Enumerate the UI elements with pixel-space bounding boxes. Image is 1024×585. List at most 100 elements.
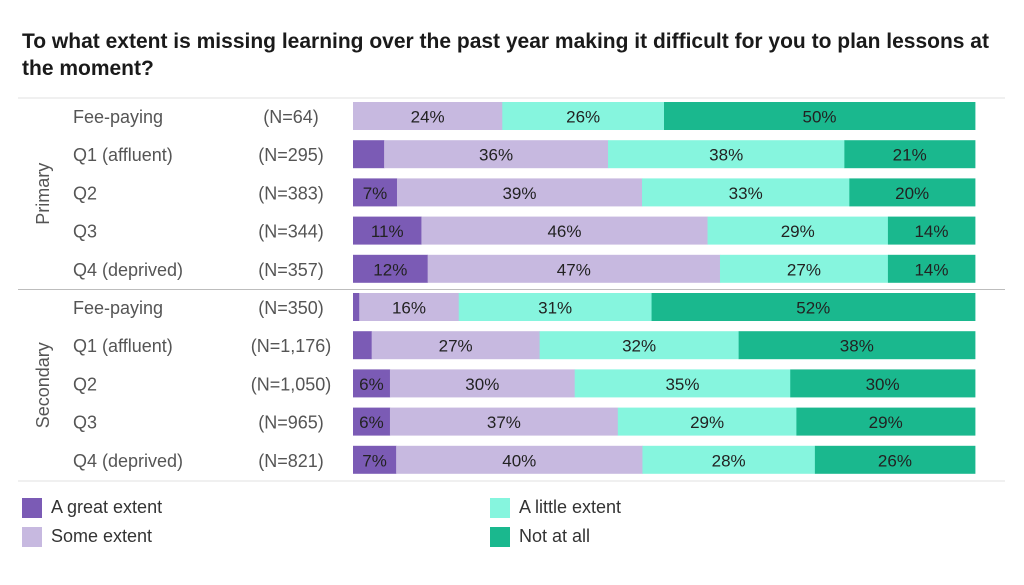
data-label-primary-q4-deprived-a-great-extent: 12% [373, 260, 407, 279]
bar-primary-fee-paying-some-extent [353, 102, 503, 130]
category-label-primary-q2: Q2 [73, 183, 97, 203]
n-label-primary-q2: (N=383) [258, 183, 324, 203]
bar-secondary-q4-deprived-not-at-all [814, 445, 976, 474]
data-label-primary-q2-not-at-all: 20% [895, 184, 929, 203]
bar-primary-q2-a-little-extent [642, 178, 850, 207]
bar-secondary-q4-deprived-some-extent [396, 445, 643, 474]
category-label-secondary-q2: Q2 [73, 374, 97, 394]
data-label-secondary-q2-some-extent: 30% [465, 375, 499, 394]
bar-secondary-fee-paying-a-great-extent [353, 293, 360, 321]
bar-secondary-q3-a-great-extent [353, 407, 391, 436]
category-label-primary-fee-paying: Fee-paying [73, 107, 163, 127]
n-label-secondary-q4-deprived: (N=821) [258, 451, 324, 471]
bar-primary-q3-a-great-extent [353, 216, 422, 245]
category-label-secondary-fee-paying: Fee-paying [73, 298, 163, 318]
stacked-bar-chart: Primary Fee-paying (N=64) 24% 26% 50% Q1 (affl… [18, 97, 1005, 482]
category-label-primary-q1-affluent: Q1 (affluent) [73, 145, 173, 165]
bar-primary-q1-affluent-a-great-extent [353, 140, 385, 169]
group-label-primary: Primary [33, 163, 53, 225]
bar-primary-q2-not-at-all [849, 178, 976, 207]
data-label-primary-q3-some-extent: 46% [547, 222, 581, 241]
bar-secondary-q3-some-extent [389, 407, 619, 436]
category-label-secondary-q4-deprived: Q4 (deprived) [73, 451, 183, 471]
n-label-secondary-q2: (N=1,050) [251, 374, 332, 394]
legend-label-not-at-all: Not at all [519, 526, 591, 546]
legend-item-not-at-all: Not at all [490, 526, 590, 547]
n-label-primary-q4-deprived: (N=357) [258, 260, 324, 280]
bar-secondary-q4-deprived-a-great-extent [353, 445, 397, 474]
data-label-secondary-q2-a-great-extent: 6% [359, 375, 384, 394]
legend-label-little-extent: A little extent [519, 497, 622, 517]
data-label-secondary-q1-affluent-not-at-all: 38% [840, 337, 874, 356]
data-label-secondary-q1-affluent-some-extent: 27% [439, 337, 473, 356]
data-label-primary-q2-some-extent: 39% [502, 184, 536, 203]
legend-label-great-extent: A great extent [51, 497, 163, 517]
data-label-secondary-q2-a-little-extent: 35% [665, 375, 699, 394]
n-label-secondary-fee-paying: (N=350) [258, 298, 324, 318]
bar-secondary-q2-a-little-extent [574, 369, 791, 398]
legend-swatch-little-extent [490, 497, 510, 518]
data-label-secondary-q4-deprived-not-at-all: 26% [878, 451, 912, 470]
bar-secondary-q2-a-great-extent [353, 369, 391, 398]
data-label-secondary-fee-paying-some-extent: 16% [392, 299, 426, 318]
data-label-primary-q1-affluent-some-extent: 36% [479, 146, 513, 165]
data-label-secondary-q4-deprived-a-little-extent: 28% [712, 451, 746, 470]
bar-primary-q3-a-little-extent [707, 216, 889, 245]
legend-swatch-not-at-all [490, 526, 510, 547]
bar-secondary-q1-affluent-a-great-extent [353, 331, 373, 360]
legend-item-some-extent: Some extent [22, 526, 152, 547]
data-label-secondary-q4-deprived-some-extent: 40% [502, 451, 536, 470]
bar-secondary-q1-affluent-a-little-extent [539, 331, 740, 360]
bar-secondary-q2-not-at-all [790, 369, 976, 398]
legend-swatch-great-extent [22, 497, 42, 518]
bar-primary-q3-not-at-all [887, 216, 976, 245]
data-label-primary-q3-not-at-all: 14% [914, 222, 948, 241]
bar-primary-q4-deprived-a-little-extent [719, 254, 889, 283]
bar-secondary-q1-affluent-not-at-all [738, 331, 976, 360]
data-label-primary-q4-deprived-some-extent: 47% [557, 260, 591, 279]
bar-secondary-q3-a-little-extent [617, 407, 797, 436]
data-label-primary-fee-paying-some-extent: 24% [411, 108, 445, 127]
bar-secondary-fee-paying-not-at-all [651, 293, 976, 321]
data-label-secondary-q3-a-great-extent: 6% [359, 413, 384, 432]
bar-primary-q1-affluent-some-extent [384, 140, 609, 169]
bar-secondary-q2-some-extent [389, 369, 576, 398]
legend-swatch-some-extent [22, 526, 42, 547]
legend-label-some-extent: Some extent [51, 526, 153, 546]
bar-primary-q3-some-extent [421, 216, 708, 245]
bar-primary-q4-deprived-some-extent [427, 254, 721, 283]
n-label-primary-q1-affluent: (N=295) [258, 145, 324, 165]
legend-item-little-extent: A little extent [490, 497, 621, 518]
n-label-primary-fee-paying: (N=64) [263, 107, 319, 127]
n-label-secondary-q3: (N=965) [258, 413, 324, 433]
n-label-primary-q3: (N=344) [258, 222, 324, 242]
data-label-secondary-fee-paying-a-little-extent: 31% [538, 299, 572, 318]
bar-primary-q2-a-great-extent [353, 178, 398, 207]
bar-primary-q1-affluent-a-little-extent [608, 140, 845, 169]
data-label-secondary-q3-some-extent: 37% [487, 413, 521, 432]
bar-secondary-q4-deprived-a-little-extent [642, 445, 816, 474]
data-label-primary-fee-paying-a-little-extent: 26% [566, 108, 600, 127]
bar-primary-q4-deprived-not-at-all [887, 254, 976, 283]
category-label-secondary-q3: Q3 [73, 413, 97, 433]
group-label-secondary: Secondary [33, 342, 53, 428]
bar-primary-fee-paying-not-at-all [664, 102, 976, 130]
data-label-secondary-fee-paying-not-at-all: 52% [796, 299, 830, 318]
chart-title: To what extent is missing learning over … [22, 30, 989, 80]
data-label-primary-q3-a-little-extent: 29% [781, 222, 815, 241]
legend-item-great-extent: A great extent [22, 497, 162, 518]
bar-primary-q2-some-extent [396, 178, 643, 207]
data-label-primary-fee-paying-not-at-all: 50% [802, 108, 836, 127]
data-label-primary-q4-deprived-not-at-all: 14% [914, 260, 948, 279]
bar-secondary-fee-paying-some-extent [359, 293, 460, 321]
bar-primary-fee-paying-a-little-extent [502, 102, 665, 130]
n-label-secondary-q1-affluent: (N=1,176) [251, 336, 332, 356]
data-label-secondary-q4-deprived-a-great-extent: 7% [362, 451, 387, 470]
data-label-primary-q2-a-little-extent: 33% [729, 184, 763, 203]
data-label-secondary-q1-affluent-a-little-extent: 32% [622, 337, 656, 356]
data-label-primary-q4-deprived-a-little-extent: 27% [787, 260, 821, 279]
bar-primary-q1-affluent-not-at-all [844, 140, 976, 169]
category-label-primary-q4-deprived: Q4 (deprived) [73, 260, 183, 280]
data-label-primary-q1-affluent-a-little-extent: 38% [709, 146, 743, 165]
category-label-primary-q3: Q3 [73, 222, 97, 242]
